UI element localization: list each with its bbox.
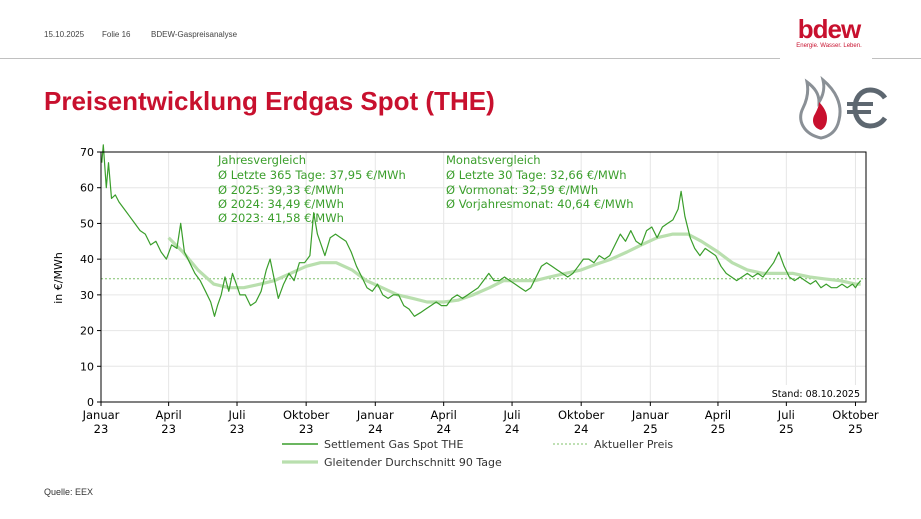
- x-tick-label-year: 23: [94, 422, 109, 436]
- x-tick-label: Oktober: [832, 408, 879, 422]
- x-tick-label: Oktober: [558, 408, 605, 422]
- x-tick-label-year: 24: [574, 422, 589, 436]
- annotation-year: Jahresvergleich Ø Letzte 365 Tage: 37,95…: [217, 153, 406, 225]
- annotation-month: Monatsvergleich Ø Letzte 30 Tage: 32,66 …: [446, 153, 633, 211]
- x-tick-label-year: 23: [230, 422, 245, 436]
- x-tick-label-year: 24: [436, 422, 451, 436]
- stand-date: Stand: 08.10.2025: [772, 389, 860, 400]
- y-axis-label: in €/MWh: [52, 252, 65, 304]
- annotation-month-heading: Monatsvergleich: [446, 153, 541, 167]
- x-axis-ticks: Januar23April23Juli23Oktober23Januar24Ap…: [82, 402, 879, 436]
- x-tick-label: April: [705, 408, 731, 422]
- flame-icon: [799, 75, 842, 140]
- x-tick-label: April: [155, 408, 181, 422]
- spot-price-line: [101, 144, 862, 317]
- flame-euro-graphic: [799, 75, 888, 140]
- annotation-month-line: Ø Letzte 30 Tage: 32,66 €/MWh: [446, 168, 627, 182]
- x-tick-label-year: 24: [368, 422, 383, 436]
- x-tick-label: Januar: [356, 408, 394, 422]
- annotation-month-line: Ø Vorjahresmonat: 40,64 €/MWh: [446, 197, 633, 211]
- legend-label-average: Gleitender Durchschnitt 90 Tage: [324, 456, 502, 469]
- header-date: 15.10.2025: [44, 30, 85, 39]
- moving-average-line: [167, 232, 861, 304]
- plot-frame: [100, 151, 867, 403]
- y-tick-label: 70: [80, 146, 94, 159]
- x-tick-label-year: 25: [848, 422, 863, 436]
- x-tick-label-year: 25: [711, 422, 726, 436]
- y-axis-ticks: 0 10 20 30 40 50 60 70: [80, 146, 101, 409]
- bdew-logo: bdew Energie. Wasser. Leben.: [784, 16, 874, 60]
- page-title: Preisentwicklung Erdgas Spot (THE): [44, 86, 495, 116]
- x-tick-label-year: 24: [505, 422, 520, 436]
- header-rule-right: [872, 58, 921, 59]
- x-tick-label: Oktober: [283, 408, 330, 422]
- annotation-year-heading: Jahresvergleich: [217, 153, 306, 167]
- y-tick-label: 0: [87, 396, 94, 409]
- x-tick-label: Juli: [503, 408, 521, 422]
- y-tick-label: 10: [80, 360, 94, 373]
- y-tick-label: 60: [80, 182, 94, 195]
- x-tick-label-year: 23: [299, 422, 314, 436]
- y-tick-label: 30: [80, 289, 94, 302]
- annotation-year-line: Ø 2025: 39,33 €/MWh: [218, 183, 344, 197]
- x-tick-label: Januar: [631, 408, 669, 422]
- x-tick-label: Januar: [82, 408, 120, 422]
- annotation-year-line: Ø Letzte 365 Tage: 37,95 €/MWh: [218, 168, 406, 182]
- legend-label-spot: Settlement Gas Spot THE: [324, 438, 463, 451]
- header-rule: [0, 58, 780, 59]
- annotation-year-line: Ø 2024: 34,49 €/MWh: [218, 197, 344, 211]
- x-tick-label-year: 25: [643, 422, 658, 436]
- header-deck-name: BDEW-Gaspreisanalyse: [151, 30, 238, 39]
- header-slide-number: Folie 16: [102, 30, 131, 39]
- annotation-month-line: Ø Vormonat: 32,59 €/MWh: [446, 183, 598, 197]
- stand-box: Stand: 08.10.2025: [760, 385, 863, 401]
- x-tick-label-year: 23: [161, 422, 176, 436]
- y-tick-label: 50: [80, 217, 94, 230]
- annotation-year-line: Ø 2023: 41,58 €/MWh: [218, 211, 344, 225]
- y-tick-label: 40: [80, 253, 94, 266]
- y-tick-label: 20: [80, 325, 94, 338]
- x-tick-label: Juli: [227, 408, 245, 422]
- legend-label-current: Aktueller Preis: [594, 438, 673, 451]
- logo-tagline: Energie. Wasser. Leben.: [796, 43, 862, 49]
- x-tick-label: Juli: [777, 408, 795, 422]
- legend: Settlement Gas Spot THE Aktueller Preis …: [282, 438, 673, 469]
- source-note: Quelle: EEX: [44, 487, 94, 497]
- logo-word: bdew: [797, 14, 861, 44]
- x-tick-label: April: [431, 408, 457, 422]
- euro-icon: [847, 87, 888, 129]
- x-tick-label-year: 25: [779, 422, 794, 436]
